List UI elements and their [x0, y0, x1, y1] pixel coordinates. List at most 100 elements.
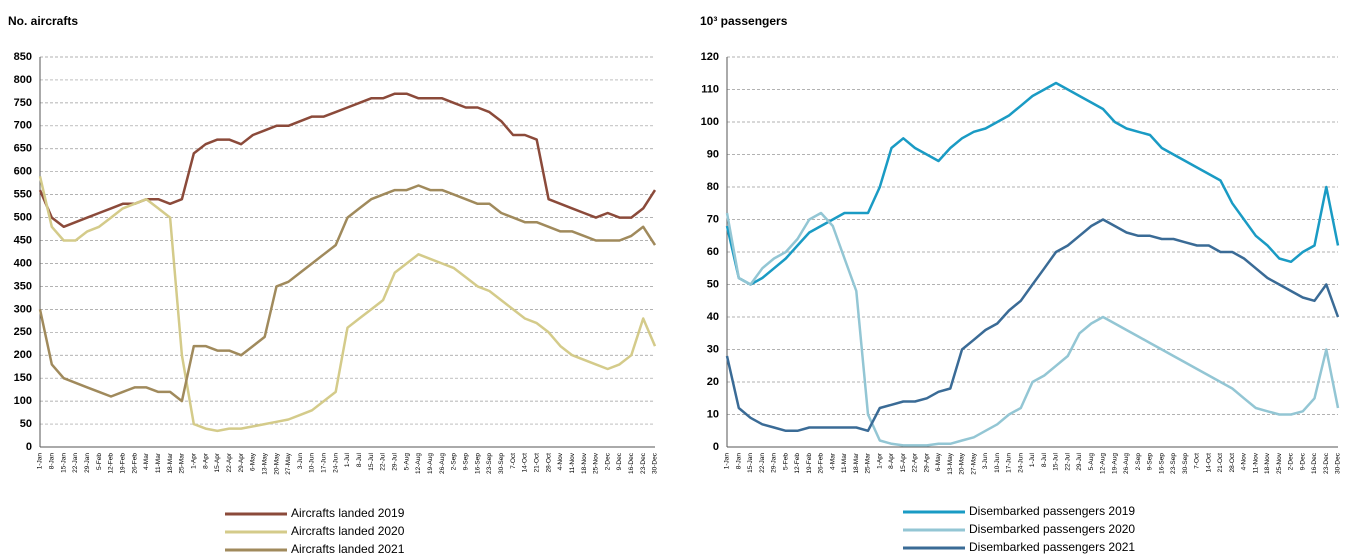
chart-title: 10³ passengers — [700, 14, 788, 28]
y-tick-label: 80 — [707, 181, 719, 193]
y-tick-label: 70 — [707, 213, 719, 225]
x-tick-label: 18-Mar — [167, 452, 174, 473]
legend-label: Aircrafts landed 2019 — [291, 506, 405, 520]
x-tick-label: 19-Aug — [1111, 453, 1118, 474]
x-tick-label: 5-Aug — [403, 453, 410, 471]
y-tick-label: 700 — [14, 120, 32, 132]
x-tick-label: 3-Jun — [982, 453, 989, 470]
x-tick-label: 7-Oct — [1194, 453, 1201, 469]
y-tick-label: 550 — [14, 189, 32, 201]
x-tick-label: 28-Oct — [1229, 453, 1236, 473]
y-tick-label: 0 — [26, 441, 32, 453]
legend-label: Disembarked passengers 2020 — [969, 522, 1135, 536]
x-tick-label: 14-Oct — [522, 453, 529, 473]
x-tick-label: 8-Apr — [202, 452, 209, 469]
x-tick-label: 11-Nov — [1252, 452, 1259, 473]
x-tick-label: 22-Jan — [72, 453, 79, 473]
x-tick-label: 26-Feb — [131, 453, 138, 474]
x-tick-label: 29-Jan — [84, 453, 91, 473]
series-line — [38, 92, 657, 229]
y-tick-label: 120 — [701, 51, 719, 63]
x-tick-label: 28-Oct — [545, 453, 552, 473]
x-tick-label: 5-Feb — [782, 453, 789, 470]
x-tick-label: 27-May — [970, 452, 977, 474]
x-tick-label: 6-May — [250, 452, 257, 471]
x-tick-label: 21-Oct — [1217, 453, 1224, 473]
x-tick-label: 15-Jan — [60, 453, 67, 473]
x-tick-label: 30-Sep — [498, 453, 505, 474]
x-tick-label: 29-Apr — [923, 452, 930, 472]
x-tick-label: 29-Jan — [771, 453, 778, 473]
x-tick-label: 26-Aug — [439, 453, 446, 474]
legend-label: Disembarked passengers 2019 — [969, 504, 1135, 518]
legend-label: Disembarked passengers 2021 — [969, 540, 1135, 554]
x-tick-label: 25-Mar — [865, 452, 872, 473]
y-tick-label: 850 — [14, 51, 32, 63]
x-tick-label: 1-Jan — [37, 453, 44, 470]
x-tick-label: 13-May — [261, 452, 268, 474]
y-tick-label: 100 — [701, 116, 719, 128]
x-tick-label: 1-Apr — [190, 452, 197, 469]
x-tick-label: 5-Aug — [1088, 453, 1095, 471]
series-line — [725, 211, 1340, 447]
legend-label: Aircrafts landed 2021 — [291, 542, 405, 556]
x-tick-label: 18-Nov — [1264, 452, 1271, 474]
x-tick-label: 11-Mar — [155, 452, 162, 473]
x-tick-label: 9-Dec — [616, 452, 623, 470]
x-tick-label: 4-Mar — [829, 452, 836, 470]
x-tick-label: 8-Apr — [888, 452, 895, 469]
x-tick-label: 26-Aug — [1123, 453, 1130, 474]
x-tick-label: 20-May — [273, 452, 280, 474]
x-tick-label: 13-May — [947, 452, 954, 474]
x-tick-label: 22-Apr — [912, 452, 919, 472]
x-tick-label: 22-Jul — [1064, 452, 1071, 470]
y-tick-label: 100 — [14, 395, 32, 407]
y-tick-label: 90 — [707, 148, 719, 160]
x-tick-label: 6-May — [935, 452, 942, 471]
y-tick-label: 500 — [14, 211, 32, 223]
x-tick-label: 4-Nov — [557, 452, 564, 470]
x-tick-label: 1-Jan — [724, 453, 731, 470]
y-tick-label: 0 — [713, 441, 719, 453]
y-tick-label: 110 — [701, 83, 719, 95]
x-tick-label: 15-Jul — [368, 452, 375, 470]
x-tick-label: 12-Feb — [108, 453, 115, 474]
series-line — [38, 176, 657, 433]
x-tick-label: 26-Feb — [818, 453, 825, 474]
x-tick-label: 29-Apr — [238, 452, 245, 472]
x-tick-label: 22-Jul — [380, 452, 387, 470]
x-tick-label: 15-Jul — [1053, 452, 1060, 470]
x-tick-label: 23-Dec — [1323, 452, 1330, 474]
x-tick-label: 2-Dec — [604, 452, 611, 470]
y-tick-label: 200 — [14, 349, 32, 361]
x-tick-label: 3-Jun — [297, 453, 304, 470]
x-tick-label: 23-Sep — [1170, 453, 1177, 474]
x-tick-label: 4-Nov — [1241, 452, 1248, 470]
x-tick-label: 18-Nov — [581, 452, 588, 474]
x-tick-label: 5-Feb — [96, 453, 103, 470]
x-tick-label: 22-Jan — [759, 453, 766, 473]
y-tick-label: 20 — [707, 376, 719, 388]
x-tick-label: 22-Apr — [226, 452, 233, 472]
x-tick-label: 2-Dec — [1288, 452, 1295, 470]
x-tick-label: 8-Jul — [356, 452, 363, 467]
x-tick-label: 29-Jul — [1076, 452, 1083, 470]
x-tick-label: 25-Mar — [179, 452, 186, 473]
x-tick-label: 30-Sep — [1182, 453, 1189, 474]
x-tick-label: 12-Aug — [415, 453, 422, 474]
y-tick-label: 650 — [14, 143, 32, 155]
x-tick-label: 18-Mar — [853, 452, 860, 473]
x-tick-label: 24-Jun — [332, 453, 339, 473]
legend-label: Aircrafts landed 2020 — [291, 524, 405, 538]
x-tick-label: 21-Oct — [533, 453, 540, 473]
x-tick-label: 8-Jul — [1041, 452, 1048, 467]
x-tick-label: 25-Nov — [1276, 452, 1283, 474]
y-tick-label: 300 — [14, 303, 32, 315]
x-tick-label: 9-Dec — [1299, 452, 1306, 470]
x-tick-label: 16-Dec — [628, 452, 635, 474]
x-tick-label: 2-Sep — [451, 453, 458, 471]
x-tick-label: 2-Sep — [1135, 453, 1142, 471]
y-tick-label: 350 — [14, 280, 32, 292]
y-tick-label: 800 — [14, 74, 32, 86]
